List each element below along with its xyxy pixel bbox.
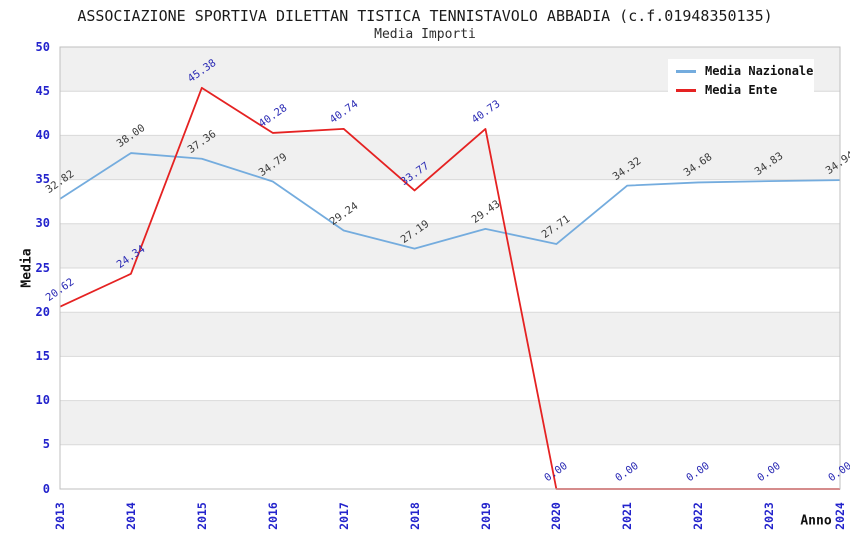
series-line-media-nazionale: [59, 152, 841, 250]
chart-subtitle: Media Importi: [374, 27, 476, 42]
plot-band: [60, 312, 840, 357]
plot-band: [60, 356, 840, 401]
legend: Media Nazionale Media Ente: [668, 59, 814, 103]
legend-label-media-ente: Media Ente: [705, 83, 778, 97]
legend-item-media-ente: Media Ente: [676, 83, 806, 97]
plot-band: [60, 223, 840, 268]
plot-frame: [59, 46, 841, 490]
legend-swatch-media-ente-line: [676, 88, 696, 92]
y-axis-title: Media: [19, 248, 35, 288]
legend-item-media-nazionale: Media Nazionale: [676, 64, 813, 78]
plot-band: [60, 400, 840, 445]
legend-label-media-nazionale: Media Nazionale: [705, 64, 814, 78]
legend-swatch-media-nazionale-line: [676, 69, 696, 73]
chart-title: ASSOCIAZIONE SPORTIVA DILETTAN TISTICA T…: [77, 7, 773, 25]
plot-band: [60, 444, 840, 489]
x-axis-title: Anno: [800, 513, 832, 529]
plot-band: [60, 179, 840, 224]
plot-band: [60, 268, 840, 313]
